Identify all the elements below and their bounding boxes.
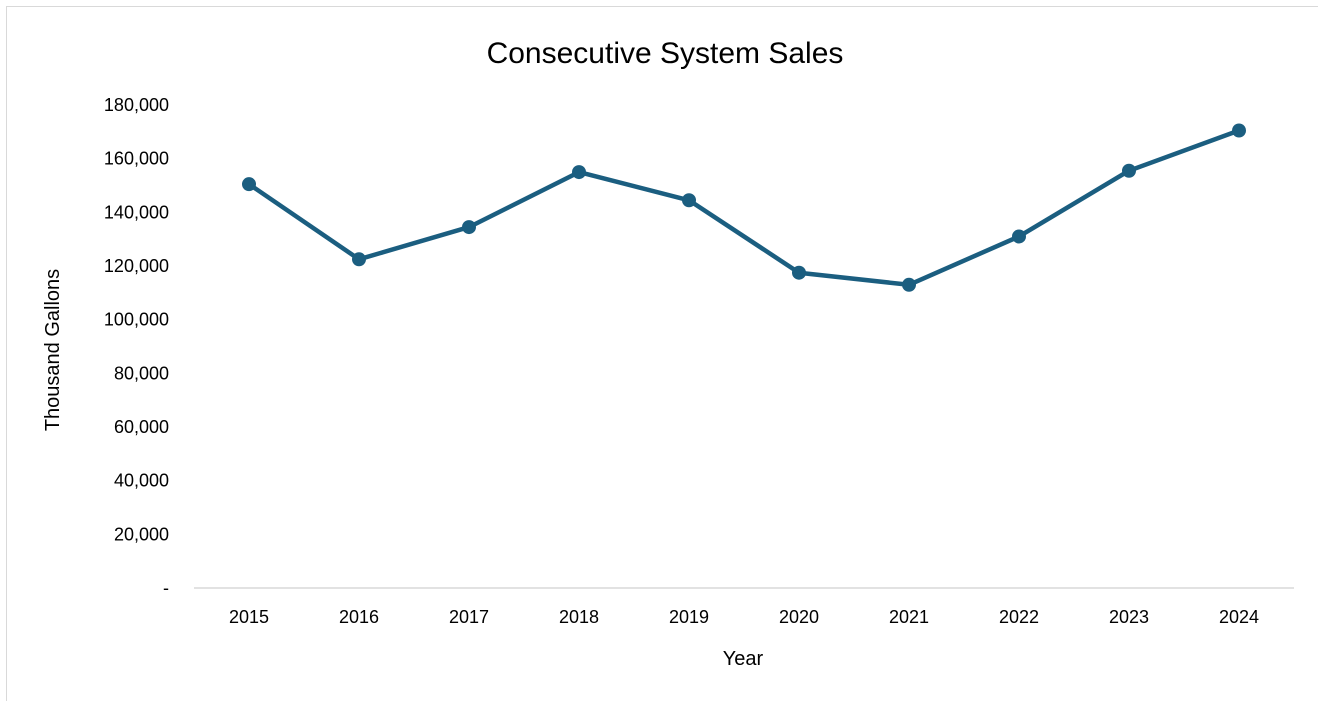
data-point: [1012, 229, 1026, 244]
x-tick-label: 2018: [559, 607, 599, 627]
data-series: [242, 123, 1246, 292]
data-point: [792, 265, 806, 280]
data-point: [1232, 123, 1246, 138]
x-tick-label: 2024: [1219, 607, 1259, 627]
line-chart: Consecutive System Sales Thousand Gallon…: [42, 37, 1294, 670]
y-tick-label: 80,000: [114, 363, 169, 383]
x-tick-label: 2020: [779, 607, 819, 627]
y-tick-label: 20,000: [114, 524, 169, 544]
x-tick-label: 2022: [999, 607, 1039, 627]
x-tick-label: 2019: [669, 607, 709, 627]
y-tick-label: 60,000: [114, 417, 169, 437]
y-tick-label: 120,000: [104, 256, 169, 276]
y-tick-label: -: [163, 578, 169, 598]
data-point: [682, 193, 696, 208]
chart-area: Consecutive System Sales Thousand Gallon…: [6, 6, 1318, 701]
chart-title: Consecutive System Sales: [487, 37, 844, 70]
x-tick-label: 2021: [889, 607, 929, 627]
x-tick-label: 2016: [339, 607, 379, 627]
y-axis-title: Thousand Gallons: [42, 269, 64, 431]
y-tick-label: 100,000: [104, 310, 169, 330]
series-line: [246, 128, 1242, 288]
data-point: [242, 177, 256, 192]
data-point: [462, 220, 476, 235]
x-tick-label: 2017: [449, 607, 489, 627]
data-point: [902, 277, 916, 292]
x-axis-title: Year: [723, 648, 764, 670]
y-tick-label: 160,000: [104, 149, 169, 169]
y-tick-label: 140,000: [104, 202, 169, 222]
x-axis-tick-labels: 2015 2016 2017 2018 2019 2020 2021 2022 2023 2024: [229, 607, 1259, 627]
x-tick-label: 2023: [1109, 607, 1149, 627]
x-tick-label: 2015: [229, 607, 269, 627]
data-point: [1122, 163, 1136, 178]
y-tick-label: 40,000: [114, 471, 169, 491]
y-tick-label: 180,000: [104, 95, 169, 115]
data-point: [352, 252, 366, 267]
y-axis-tick-labels: - 20,000 40,000 60,000 80,000 100,000 120,000 1…: [104, 95, 169, 598]
data-point: [572, 165, 586, 180]
